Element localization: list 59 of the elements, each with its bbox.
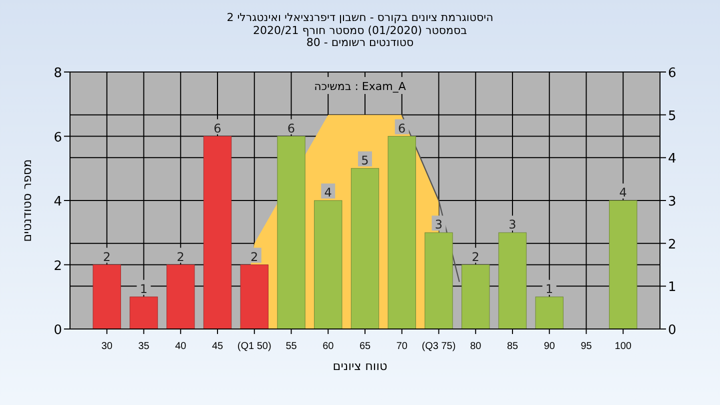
y2-tick-label: 4 [668,152,676,167]
data-label: 4 [619,186,627,200]
data-label: 2 [250,250,258,264]
y2-tick-label: 3 [668,194,676,210]
x-tick-label: 95 [580,341,592,352]
x-tick-label: 85 [506,341,518,352]
bar [462,264,490,330]
y-axis-title: מספר סטודנטים [20,159,34,242]
data-label: 3 [434,218,443,232]
x-tick-label: 35 [138,341,150,352]
x-tick-label: 100 [614,341,632,352]
data-label: 6 [398,121,406,136]
bar [130,296,158,330]
x-axis-title: טווח ציונים [332,359,388,373]
x-tick-label: 60 [322,341,334,352]
bar [166,264,195,330]
data-label: 3 [508,218,516,232]
data-label: 6 [214,121,222,136]
bar [350,168,380,330]
data-label: 5 [361,153,369,168]
y-tick-label: 8 [54,66,62,81]
data-label: 6 [287,121,296,136]
y-tick-label: 2 [54,258,62,274]
bar [388,136,416,330]
x-tick-label: 45 [212,341,224,352]
bar [240,264,268,330]
data-label: 2 [472,250,480,264]
y2-tick-label: 2 [668,237,676,252]
annotation: Exam_A : במשיכה [314,80,406,93]
x-tick-label: 40 [175,341,187,352]
y-tick-label: 4 [54,194,62,210]
bar [277,136,306,330]
data-label: 2 [176,250,184,264]
x-tick-label: 90 [544,341,556,352]
x-tick-label: 30 [101,341,113,352]
bar [314,200,342,330]
y-tick-label: 0 [54,323,62,338]
x-tick-label: 80 [470,341,482,352]
y2-tick-label: 0 [668,323,676,338]
x-tick-label: (Q3 75) [422,341,456,352]
bar [498,232,527,330]
y2-tick-label: 1 [668,280,676,296]
x-tick-label: 70 [396,341,408,352]
x-tick-label: 65 [359,341,371,352]
chart-title: היסטוגרמת ציונים בקורס - חשבון דיפרנציאלי ואינטגרלי 2 [226,11,494,24]
bar [203,136,232,330]
bar [92,264,121,330]
y-tick-label: 6 [54,130,62,146]
data-label: 2 [103,250,111,264]
data-label: 1 [546,282,554,296]
y2-tick-label: 6 [668,66,676,81]
y2-tick-label: 5 [668,108,676,124]
x-tick-label: (Q1 50) [237,341,272,352]
x-tick-label: 55 [286,341,298,352]
data-label: 4 [324,186,332,200]
bar [535,296,564,330]
bar [609,200,638,330]
chart-subtitle: בסמסטר (01/2020) סמסטר חורף 2020/21 סטודנטים רשומים - 80 [253,24,467,49]
data-label: 1 [140,282,148,296]
